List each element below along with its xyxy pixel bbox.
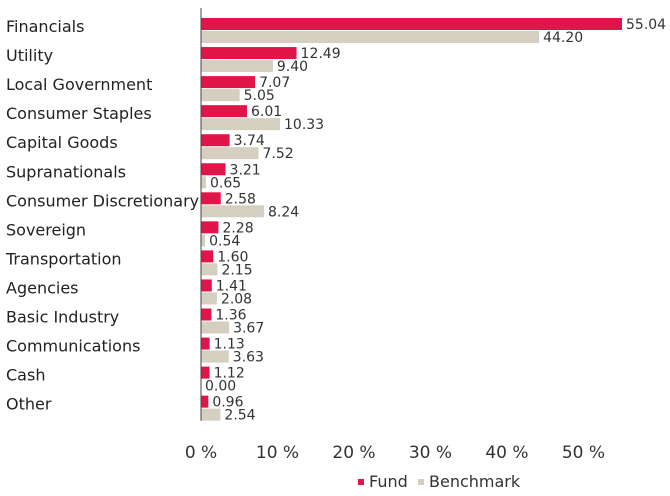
fund-bar-consumer-staples <box>201 105 247 118</box>
category-label-capital-goods: Capital Goods <box>6 133 118 152</box>
benchmark-bar-communications <box>201 350 229 363</box>
category-label-consumer-staples: Consumer Staples <box>6 104 152 123</box>
x-tick-label-40: 40 % <box>485 443 528 463</box>
fund-bar-transportation <box>201 250 214 263</box>
benchmark-value-label-basic-industry: 3.67 <box>233 321 264 337</box>
benchmark-value-label-sovereign: 0.54 <box>209 233 240 249</box>
legend: Fund Benchmark <box>358 472 521 491</box>
fund-bar-basic-industry <box>201 308 212 321</box>
fund-bar-agencies <box>201 279 212 292</box>
category-label-supranationals: Supranationals <box>6 162 126 181</box>
benchmark-bar-financials <box>201 31 540 43</box>
category-label-cash: Cash <box>6 366 45 385</box>
fund-value-label-sovereign: 2.28 <box>222 220 253 236</box>
benchmark-legend-label: Benchmark <box>429 472 521 491</box>
fund-bar-capital-goods <box>201 134 230 147</box>
category-label-local-government: Local Government <box>6 75 152 94</box>
labels-layer: Financials 55.04 44.20 Utility 12.499.40 Loca… <box>5 17 666 424</box>
category-label-transportation: Transportation <box>5 249 122 268</box>
benchmark-value-label-supranationals: 0.65 <box>210 175 241 191</box>
fund-value-label-communications: 1.13 <box>214 337 245 353</box>
x-tick-label-0: 0 % <box>185 443 217 463</box>
x-tick-label-10: 10 % <box>256 443 299 463</box>
fund-bar-consumer-discretionary <box>201 192 221 205</box>
category-label-sovereign: Sovereign <box>6 220 86 239</box>
fund-bar-financials <box>201 18 622 30</box>
fund-legend-label: Fund <box>369 472 408 491</box>
benchmark-value-label-local-government: 5.05 <box>244 88 275 104</box>
benchmark-bar-basic-industry <box>201 321 230 334</box>
benchmark-bar-consumer-discretionary <box>201 205 265 218</box>
benchmark-value-label-transportation: 2.15 <box>221 262 252 278</box>
benchmark-bar-utility <box>201 60 273 73</box>
fund-value-label-cash: 1.12 <box>214 366 245 382</box>
benchmark-bar-other <box>201 408 221 421</box>
fund-bar-other <box>201 395 209 408</box>
category-label-agencies: Agencies <box>6 278 79 297</box>
benchmark-value-label-consumer-staples: 10.33 <box>284 117 324 133</box>
benchmark-value-label-utility: 9.40 <box>277 59 308 75</box>
benchmark-bar-agencies <box>201 292 217 305</box>
fund-value-label-agencies: 1.41 <box>216 278 247 294</box>
category-label-financials: Financials <box>6 17 84 36</box>
x-axis-ticks: 0 % 10 % 20 % 30 % 40 % 50 % <box>185 443 605 463</box>
benchmark-bar-local-government <box>201 89 240 102</box>
benchmark-value-label-other: 2.54 <box>224 408 255 424</box>
benchmark-value-label-financials: 44.20 <box>543 30 583 46</box>
x-tick-label-50: 50 % <box>562 443 605 463</box>
fund-value-label-transportation: 1.60 <box>217 249 248 265</box>
fund-value-label-basic-industry: 1.36 <box>215 308 246 324</box>
fund-bar-local-government <box>201 76 256 89</box>
category-label-other: Other <box>6 395 52 414</box>
benchmark-value-label-communications: 3.63 <box>233 350 264 366</box>
fund-value-label-consumer-staples: 6.01 <box>251 104 282 120</box>
benchmark-value-label-cash: 0.00 <box>205 379 236 395</box>
bars-layer <box>201 18 622 421</box>
fund-value-label-supranationals: 3.21 <box>230 162 261 178</box>
category-label-utility: Utility <box>6 46 53 65</box>
benchmark-value-label-consumer-discretionary: 8.24 <box>268 204 299 220</box>
fund-value-label-consumer-discretionary: 2.58 <box>225 191 256 207</box>
fund-value-label-other: 0.96 <box>212 395 243 411</box>
fund-bar-sovereign <box>201 221 219 234</box>
benchmark-value-label-capital-goods: 7.52 <box>263 146 294 162</box>
x-tick-label-30: 30 % <box>409 443 452 463</box>
fund-legend-swatch <box>358 479 364 485</box>
fund-bar-supranationals <box>201 163 226 176</box>
benchmark-value-label-agencies: 2.08 <box>221 291 252 307</box>
fund-value-label-capital-goods: 3.74 <box>234 133 265 149</box>
fund-bar-communications <box>201 337 210 350</box>
benchmark-bar-consumer-staples <box>201 118 281 131</box>
category-label-communications: Communications <box>6 337 140 356</box>
fund-bar-cash <box>201 366 210 379</box>
category-label-consumer-discretionary: Consumer Discretionary <box>6 191 199 210</box>
x-tick-label-20: 20 % <box>332 443 375 463</box>
fund-value-label-local-government: 7.07 <box>259 75 290 91</box>
fund-value-label-utility: 12.49 <box>301 46 341 62</box>
category-label-basic-industry: Basic Industry <box>6 308 119 327</box>
benchmark-bar-supranationals <box>201 176 206 189</box>
benchmark-bar-capital-goods <box>201 147 259 160</box>
fund-bar-utility <box>201 47 297 60</box>
benchmark-legend-swatch <box>418 479 424 485</box>
fund-value-label-financials: 55.04 <box>626 17 666 33</box>
benchmark-bar-transportation <box>201 263 218 276</box>
benchmark-bar-sovereign <box>201 234 206 247</box>
